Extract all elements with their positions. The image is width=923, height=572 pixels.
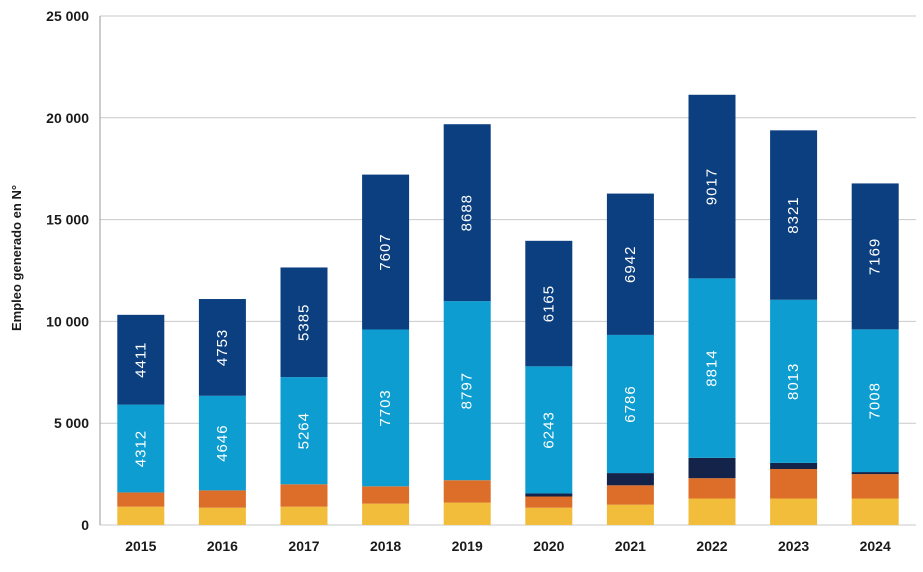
y-tick-label: 10 000 [46, 313, 89, 329]
bar-segment [280, 267, 328, 378]
bar-value-label: 8688 [459, 194, 476, 231]
bar-value-label: 7169 [867, 238, 884, 275]
bar-value-label: 7703 [377, 389, 394, 426]
bar-segment [688, 457, 736, 479]
bar-segment [280, 506, 328, 525]
bar-segment [770, 130, 818, 300]
bar-segment [198, 507, 246, 525]
x-tick-label: 2020 [533, 538, 564, 554]
bar-segment [362, 174, 410, 330]
bar-value-label: 6942 [622, 246, 639, 283]
bar-segment [688, 478, 736, 499]
bar-value-label: 7607 [377, 233, 394, 270]
bar-segment [117, 404, 165, 493]
y-tick-label: 20 000 [46, 110, 89, 126]
bar-segment [443, 124, 491, 302]
bar-segment [606, 473, 654, 486]
bar-segment [362, 329, 410, 487]
x-tick-label: 2018 [370, 538, 401, 554]
bar-segment [443, 301, 491, 481]
bar-segment [606, 485, 654, 505]
bar-segment [688, 278, 736, 458]
bar-segment [851, 329, 899, 473]
bar-segment [117, 506, 165, 525]
bar-segment [851, 472, 899, 475]
bar-segment [117, 314, 165, 405]
bar-value-label: 5264 [296, 412, 313, 449]
bars [117, 94, 899, 525]
x-tick-label: 2019 [452, 538, 483, 554]
bar-segment [362, 503, 410, 525]
bar-segment [280, 484, 328, 507]
bar-segment [770, 498, 818, 525]
x-tick-label: 2024 [860, 538, 891, 554]
bar-segment [851, 474, 899, 499]
y-axis-ticks: 0 5 000 10 000 15 000 20 000 25 000 [46, 8, 89, 533]
bar-segment [688, 498, 736, 525]
bar-value-label: 8814 [704, 349, 721, 386]
bar-segment [525, 507, 573, 525]
bar-value-label: 4312 [132, 430, 149, 467]
bar-segment [851, 183, 899, 330]
data-labels: 4312 4411 4646 4753 5264 5385 7703 7607 8797 8688… [132, 168, 883, 467]
x-tick-label: 2017 [288, 538, 319, 554]
y-tick-label: 25 000 [46, 8, 89, 24]
bar-segment [198, 395, 246, 491]
x-tick-label: 2016 [207, 538, 238, 554]
bar-value-label: 8321 [785, 196, 802, 233]
bar-value-label: 8797 [459, 372, 476, 409]
bar-segment [525, 240, 573, 367]
bar-value-label: 6243 [540, 411, 557, 448]
bar-segment [770, 299, 818, 463]
bar-segment [443, 502, 491, 525]
bar-segment [525, 493, 573, 497]
bar-segment [606, 504, 654, 525]
bar-segment [525, 366, 573, 494]
bar-segment [606, 193, 654, 335]
bar-segment [851, 498, 899, 525]
bar-segment [606, 334, 654, 474]
bar-value-label: 8013 [785, 363, 802, 400]
bar-segment [443, 480, 491, 503]
y-tick-label: 5 000 [54, 415, 89, 431]
y-tick-label: 15 000 [46, 212, 89, 228]
bar-segment [362, 486, 410, 504]
bar-value-label: 4411 [132, 342, 149, 378]
x-axis-ticks: 2015 2016 2017 2018 2019 2020 2021 2022 2023 2024 [125, 538, 891, 554]
bar-segment [770, 462, 818, 470]
bar-segment [525, 496, 573, 508]
bar-value-label: 6165 [540, 285, 557, 322]
x-tick-label: 2021 [615, 538, 646, 554]
x-tick-label: 2023 [778, 538, 809, 554]
bar-value-label: 6786 [622, 385, 639, 422]
bar-value-label: 4646 [214, 424, 231, 461]
y-axis-label: Empleo generado en N° [9, 185, 24, 331]
bar-value-label: 9017 [704, 168, 721, 205]
bar-segment [688, 94, 736, 279]
x-tick-label: 2022 [696, 538, 727, 554]
bar-segment [770, 469, 818, 499]
bar-segment [117, 492, 165, 507]
bar-segment [198, 299, 246, 396]
bar-segment [280, 377, 328, 485]
bar-value-label: 5385 [296, 304, 313, 341]
x-tick-label: 2015 [125, 538, 156, 554]
bar-value-label: 7008 [867, 382, 884, 419]
y-tick-label: 0 [81, 517, 89, 533]
bar-value-label: 4753 [214, 329, 231, 366]
bar-segment [198, 490, 246, 508]
